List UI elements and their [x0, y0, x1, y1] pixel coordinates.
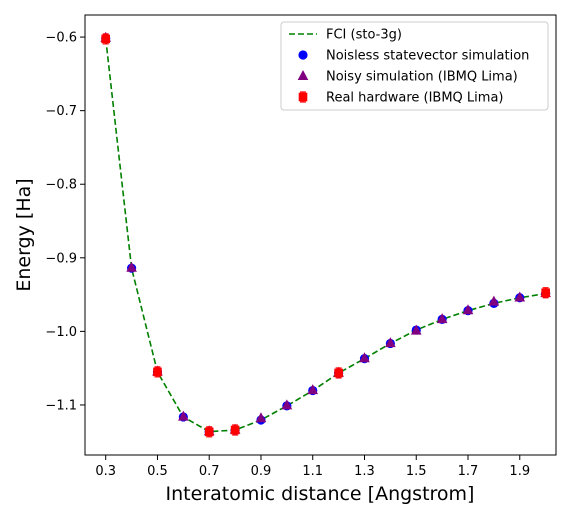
- x-axis-ticks: 0.3 0.5 0.7 0.9 1.1 1.3 1.5 1.7 1.9: [95, 455, 530, 479]
- legend-label: FCI (sto-3g): [326, 28, 402, 43]
- legend-handle: [298, 92, 308, 102]
- data-point: [101, 34, 111, 44]
- data-point: [488, 295, 500, 306]
- data-point: [514, 291, 526, 302]
- y-tick-label: −0.8: [45, 178, 77, 193]
- legend-box: [280, 21, 549, 111]
- legend: FCI (sto-3g) Noisless statevector simulat…: [280, 21, 549, 111]
- legend-handle: [298, 50, 308, 60]
- data-point: [178, 410, 189, 421]
- data-point: [436, 313, 448, 324]
- legend-label: Real hardware (IBMQ Lima): [326, 91, 503, 106]
- data-point: [334, 368, 343, 378]
- data-point: [541, 288, 550, 298]
- series-3: [101, 33, 550, 438]
- y-tick-label: −0.7: [45, 104, 77, 119]
- data-point: [153, 367, 162, 377]
- legend-label: Noisy simulation (IBMQ Lima): [326, 70, 518, 85]
- y-tick-label: −0.6: [45, 31, 77, 46]
- data-point: [307, 384, 319, 395]
- x-tick-label: 0.9: [251, 464, 272, 479]
- x-tick-label: 0.7: [199, 464, 220, 479]
- y-axis-ticks: −0.6 −0.7 −0.8 −0.9 −1.0 −1.1: [45, 31, 85, 413]
- x-tick-label: 1.3: [354, 464, 375, 479]
- data-point: [126, 261, 137, 272]
- data-point: [410, 324, 422, 335]
- x-tick-label: 1.7: [458, 464, 479, 479]
- x-axis-title: Interatomic distance [Angstrom]: [166, 483, 475, 505]
- x-tick-label: 0.3: [95, 464, 116, 479]
- y-axis-title: Energy [Ha]: [13, 178, 35, 291]
- x-tick-label: 1.1: [302, 464, 323, 479]
- x-tick-label: 1.5: [406, 464, 427, 479]
- data-point: [359, 352, 370, 363]
- legend-handle: [297, 70, 309, 80]
- data-point: [462, 304, 474, 315]
- data-point: [255, 412, 267, 423]
- y-tick-label: −1.1: [45, 398, 77, 413]
- data-point: [230, 425, 240, 435]
- x-tick-label: 1.9: [509, 464, 530, 479]
- data-point: [385, 337, 396, 348]
- data-point: [281, 399, 293, 410]
- data-point: [204, 427, 214, 437]
- y-tick-label: −0.9: [45, 251, 77, 266]
- x-tick-label: 0.5: [147, 464, 168, 479]
- y-tick-label: −1.0: [45, 325, 77, 340]
- legend-label: Noisless statevector simulation: [326, 49, 529, 64]
- series-layer: [100, 31, 551, 438]
- plot-frame: [84, 14, 557, 456]
